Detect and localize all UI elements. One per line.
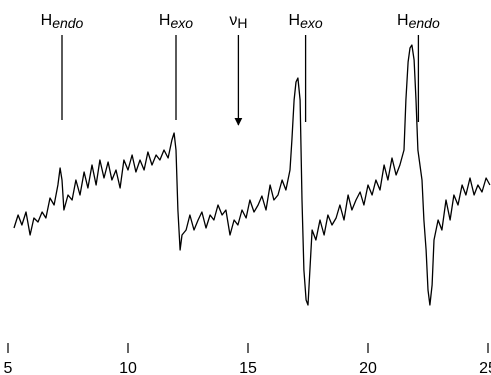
- spectrum-line: [13, 44, 491, 306]
- annotation-label: Hendo: [397, 12, 440, 31]
- annotation-sub: H: [237, 15, 247, 31]
- annotation-text: H: [289, 12, 301, 29]
- x-tick-label: 10: [119, 360, 137, 375]
- x-tick-label: 20: [359, 360, 377, 375]
- annotation-label: Hexo: [159, 12, 193, 31]
- annotation-text: H: [41, 12, 53, 29]
- x-tick-label: 25: [479, 360, 491, 375]
- annotation-sub: exo: [300, 15, 323, 31]
- annotation-text: ν: [229, 12, 237, 29]
- annotation-sub: endo: [52, 15, 83, 31]
- annotation-sub: exo: [170, 15, 193, 31]
- annotation-sub: endo: [409, 15, 440, 31]
- annotation-label: Hendo: [41, 12, 84, 31]
- annotation-text: H: [397, 12, 409, 29]
- annotation-text: H: [159, 12, 171, 29]
- x-tick-label: 5: [4, 360, 13, 375]
- annotation-label: Hexo: [289, 12, 323, 31]
- x-tick-label: 15: [239, 360, 257, 375]
- annotation-label: νH: [229, 12, 247, 31]
